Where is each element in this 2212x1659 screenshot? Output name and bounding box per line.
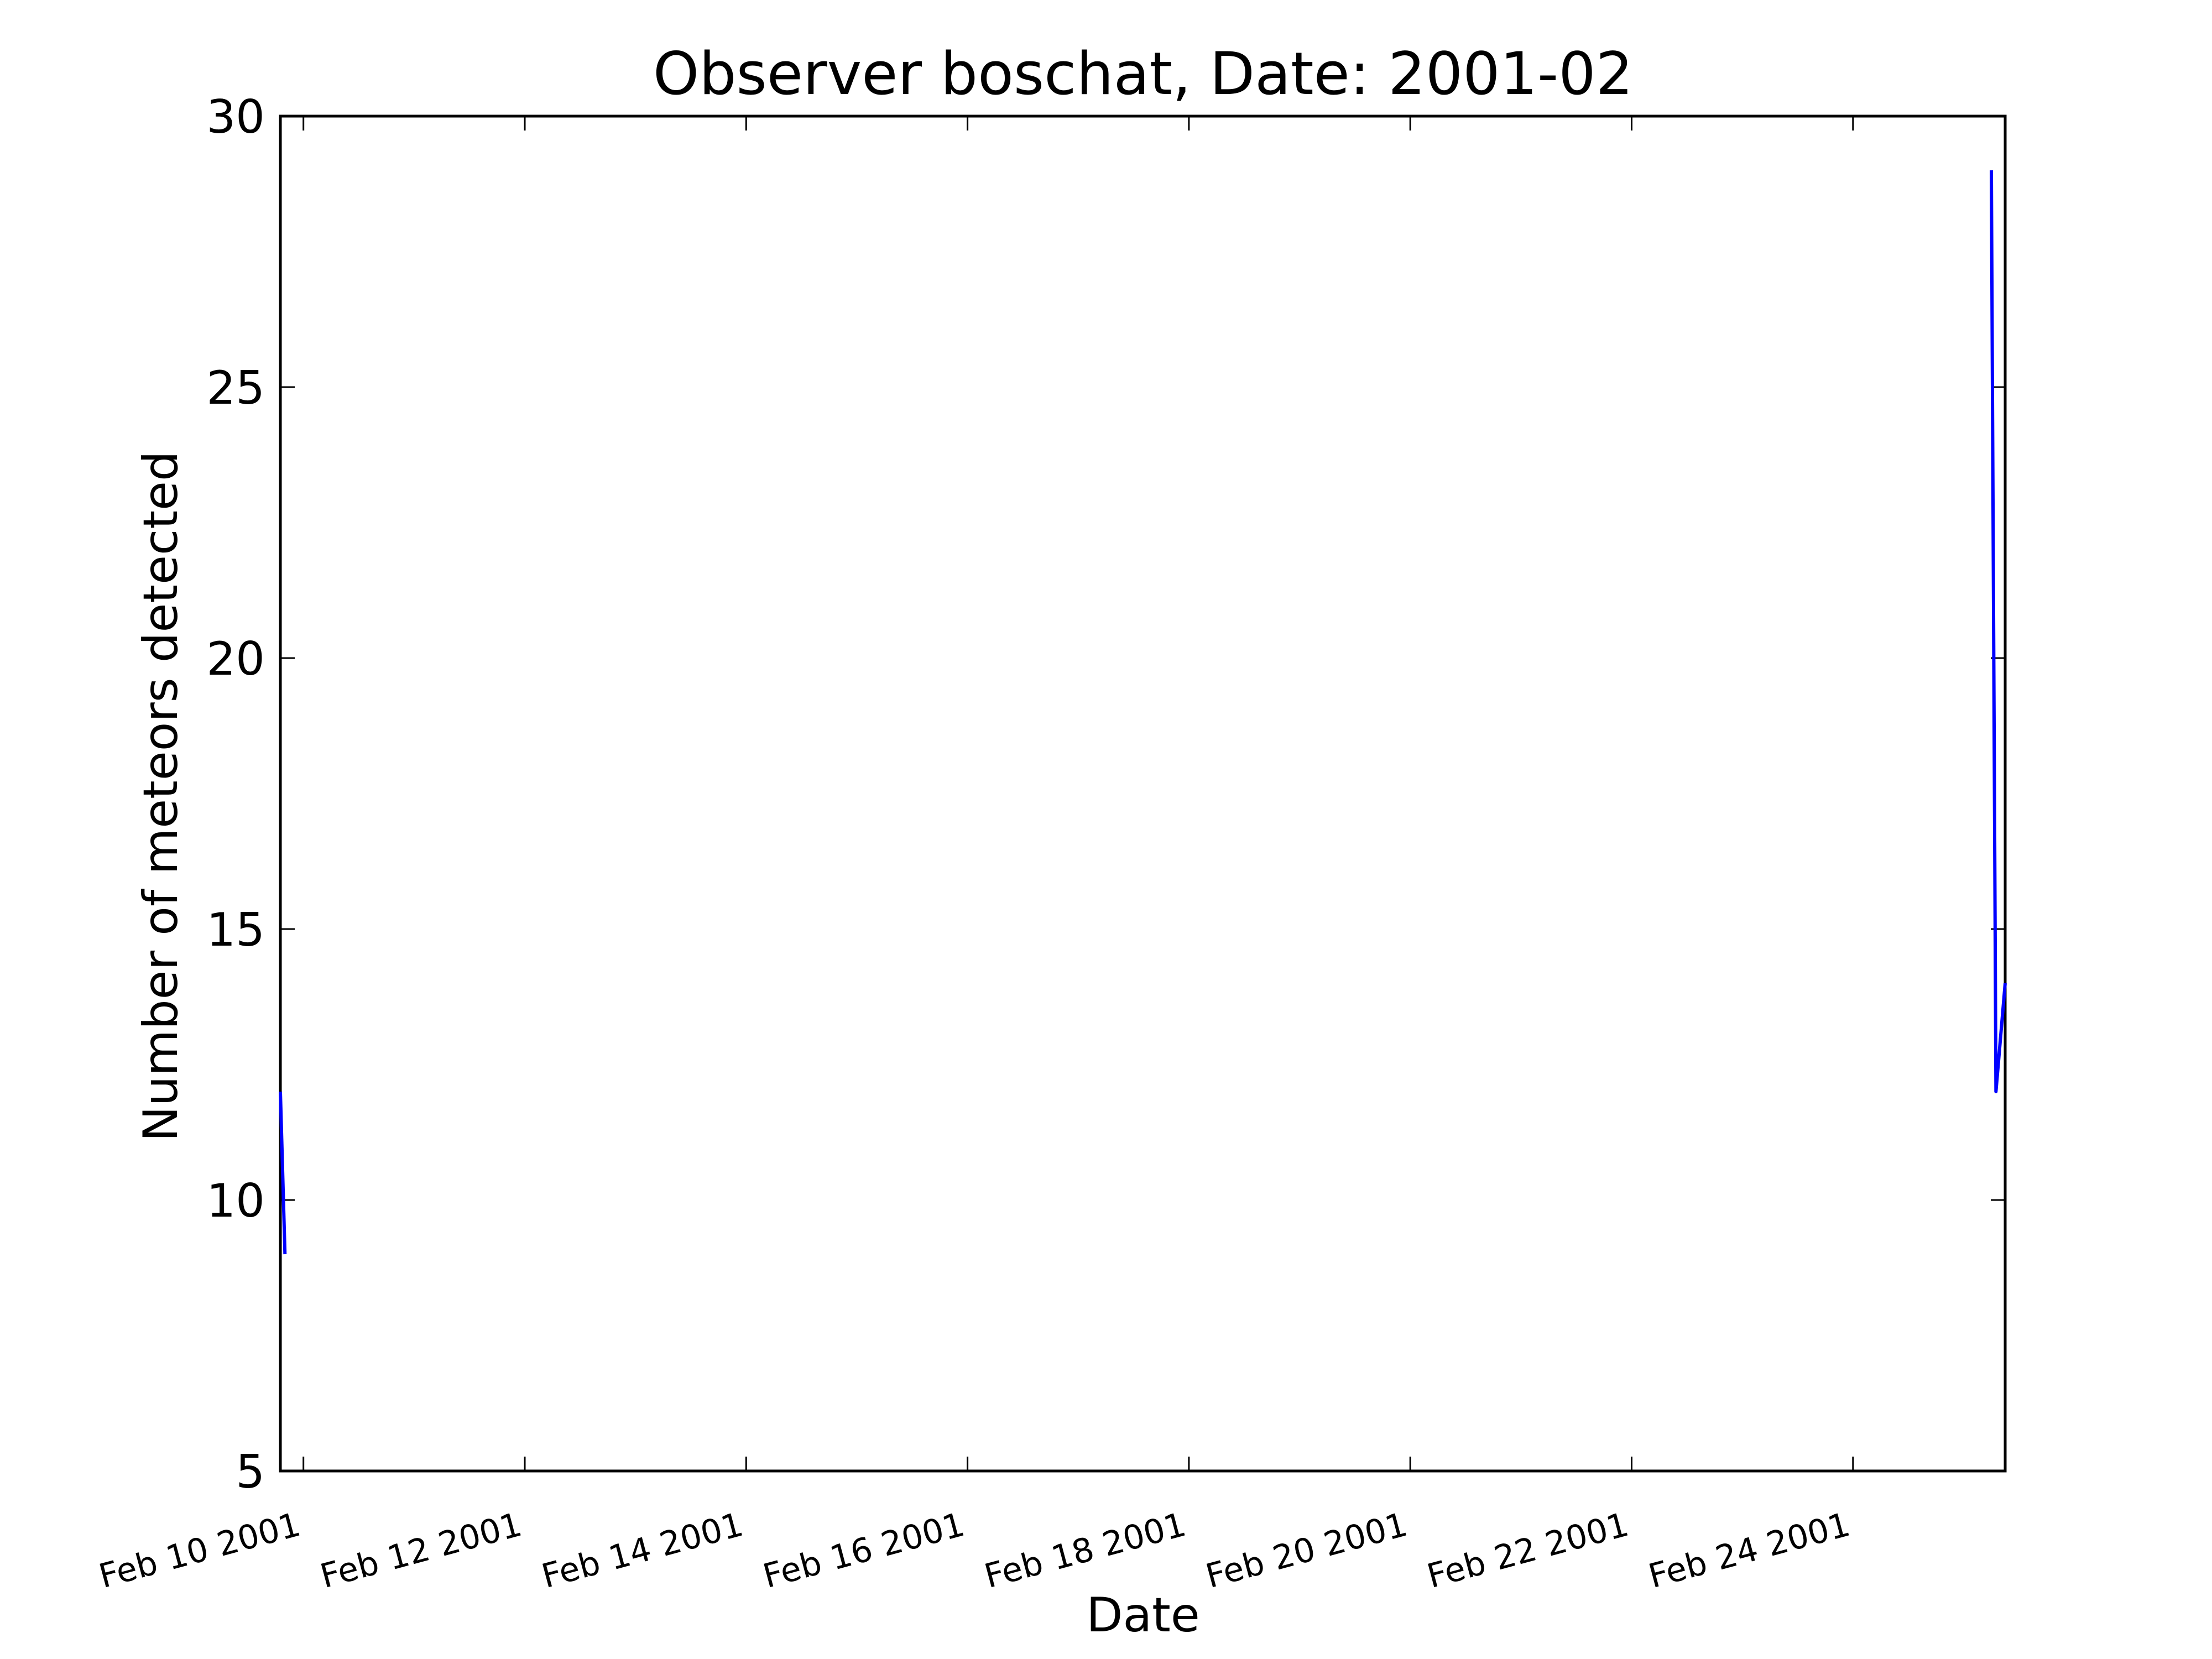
plot-area-border xyxy=(279,114,2007,1473)
y-tick-label: 20 xyxy=(206,632,265,686)
x-tick-label: Feb 22 2001 xyxy=(1423,1505,1633,1596)
series-lines xyxy=(279,170,2007,1255)
y-axis-label: Number of meteors detected xyxy=(133,451,189,1141)
x-tick-label: Feb 18 2001 xyxy=(980,1505,1190,1596)
plot-frame xyxy=(279,114,2007,1473)
x-tick-label: Feb 10 2001 xyxy=(95,1505,305,1596)
y-tick-label: 30 xyxy=(206,90,265,144)
y-tick-label: 5 xyxy=(236,1445,265,1499)
x-tick-label: Feb 24 2001 xyxy=(1645,1505,1854,1596)
x-tick-label: Feb 16 2001 xyxy=(759,1505,969,1596)
x-tick-label: Feb 20 2001 xyxy=(1202,1505,1411,1596)
y-axis-ticks: 5 10 15 20 25 30 xyxy=(206,90,2005,1499)
series-line xyxy=(279,1091,287,1255)
series-line xyxy=(1990,170,2007,1093)
x-tick-label: Feb 14 2001 xyxy=(538,1505,747,1596)
y-tick-label: 15 xyxy=(206,903,265,957)
y-tick-label: 10 xyxy=(206,1174,265,1228)
chart-title: Observer boschat, Date: 2001-02 xyxy=(653,40,1633,108)
x-tick-label: Feb 12 2001 xyxy=(316,1505,526,1596)
x-axis-ticks: Feb 10 2001 Feb 12 2001 Feb 14 2001 Feb 16 … xyxy=(95,116,1854,1596)
y-tick-label: 25 xyxy=(206,361,265,415)
x-axis-label: Date xyxy=(1086,1588,1200,1643)
